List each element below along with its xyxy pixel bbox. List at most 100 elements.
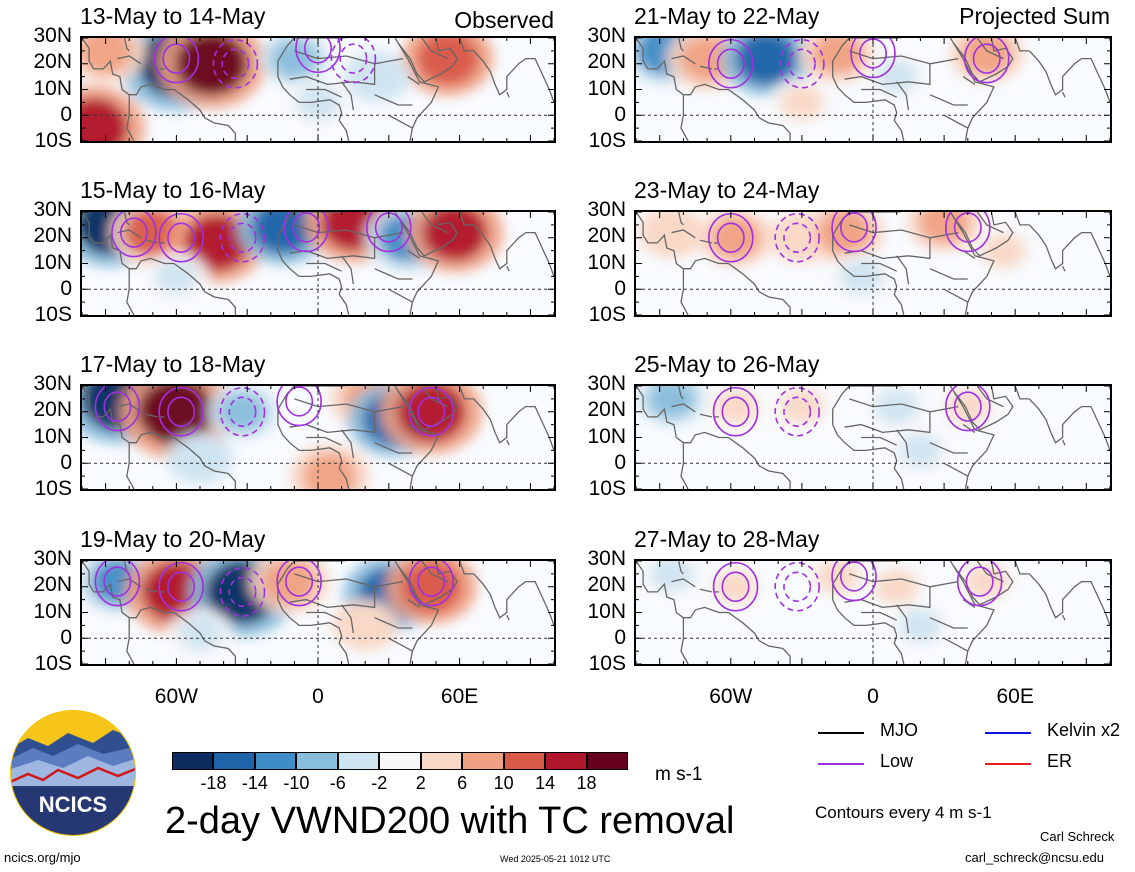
field-anomaly-core — [649, 561, 694, 592]
low-contour — [956, 561, 1003, 607]
longitude-tick-label: 0 — [312, 685, 324, 708]
latitude-tick-label: 20N — [587, 50, 626, 74]
coastline — [929, 94, 968, 106]
legend-swatch — [818, 732, 864, 734]
coastline — [962, 424, 976, 433]
coastline — [294, 212, 440, 315]
latitude-tick-label: 0 — [614, 450, 626, 474]
colorbar-tick-label: 6 — [457, 773, 468, 793]
field-anomaly-core — [219, 392, 266, 432]
latitude-tick-label: 30N — [587, 547, 626, 570]
coastline — [929, 617, 968, 629]
latitude-tick-label: 0 — [60, 450, 72, 474]
low-contour — [219, 567, 266, 617]
low-contour — [228, 576, 257, 608]
latitude-tick-label: 10S — [34, 303, 72, 326]
field-anomaly-core — [899, 608, 942, 643]
latitude-tick-label: 10N — [33, 424, 72, 448]
low-contour — [94, 386, 141, 432]
map-panel — [80, 559, 556, 666]
field-anomaly-core — [780, 389, 824, 425]
low-contour — [219, 212, 266, 263]
latitude-tick-label: 10N — [587, 76, 626, 100]
latitude-tick-label: 0 — [60, 276, 72, 300]
map-field — [636, 38, 1110, 141]
low-contour — [167, 396, 196, 427]
coastline — [123, 212, 130, 226]
coastline — [636, 561, 729, 619]
low-contour — [721, 571, 750, 602]
legend-swatch — [985, 732, 1031, 734]
coastline — [929, 580, 959, 588]
low-contour — [158, 386, 204, 437]
coastline — [306, 436, 342, 446]
coastline — [277, 212, 350, 315]
colorbar-tick-label: -6 — [329, 773, 346, 793]
longitude-tick-label: 0 — [867, 685, 879, 708]
coastline — [976, 561, 1004, 583]
coastline — [506, 265, 510, 272]
coastline — [678, 561, 684, 575]
low-contour — [408, 386, 455, 437]
coastline — [861, 611, 897, 621]
coastline — [397, 212, 458, 257]
low-contour — [787, 48, 816, 79]
field-anomaly-core — [354, 58, 400, 96]
coastline — [173, 611, 237, 664]
coastline — [962, 76, 976, 85]
low-contour — [292, 212, 321, 243]
main-title: 2-day VWND200 with TC removal — [165, 800, 735, 842]
coastline — [1014, 212, 1030, 226]
coastline — [306, 611, 342, 621]
coastline — [289, 573, 376, 609]
coastline — [849, 561, 995, 664]
coastline — [896, 81, 910, 111]
coastline — [1028, 50, 1110, 103]
panel-title: 19-May to 20-May — [80, 526, 266, 552]
coastline — [126, 94, 135, 141]
latitude-tick-label: 10N — [33, 76, 72, 100]
field-anomaly-core — [680, 38, 735, 82]
footer-email[interactable]: carl_schreck@ncsu.edu — [965, 850, 1104, 865]
low-contour — [219, 386, 266, 437]
colorbar-swatch — [379, 752, 421, 770]
colorbar-swatch — [545, 752, 587, 770]
latitude-tick-label: 0 — [60, 625, 72, 649]
field-anomaly-core — [175, 38, 248, 96]
coastline — [277, 386, 350, 489]
map-panel — [634, 36, 1112, 143]
coastline — [421, 561, 449, 583]
coastline — [844, 398, 931, 434]
panel-title: 25-May to 26-May — [634, 351, 820, 377]
coastline — [896, 429, 910, 459]
field-anomaly-core — [876, 59, 918, 94]
coastline — [82, 386, 174, 444]
coastline — [126, 268, 135, 315]
coastline — [1014, 38, 1030, 52]
coastline — [943, 462, 969, 477]
field-anomaly-core — [252, 212, 314, 255]
footer-url[interactable]: ncics.org/mjo — [4, 850, 81, 865]
latitude-tick-label: 0 — [614, 102, 626, 126]
coastline — [374, 617, 413, 629]
low-contour — [408, 561, 455, 607]
coastline — [397, 561, 458, 606]
coastline — [421, 212, 449, 234]
latitude-tick-label: 10S — [34, 652, 72, 675]
coastline — [407, 76, 420, 85]
coastline — [145, 413, 158, 418]
coastline — [671, 403, 696, 413]
colorbar-swatch — [213, 752, 255, 770]
low-contour — [103, 391, 132, 422]
latitude-tick-label: 20N — [33, 398, 72, 422]
coastline — [145, 588, 158, 593]
coastline — [306, 88, 342, 98]
coastline — [896, 255, 910, 285]
coastline — [374, 57, 404, 65]
coastline — [397, 38, 458, 83]
coastline — [1028, 573, 1110, 626]
low-contour — [774, 386, 820, 437]
low-contour — [162, 43, 191, 74]
coastline — [294, 386, 440, 489]
colorbar-swatch — [586, 752, 628, 770]
